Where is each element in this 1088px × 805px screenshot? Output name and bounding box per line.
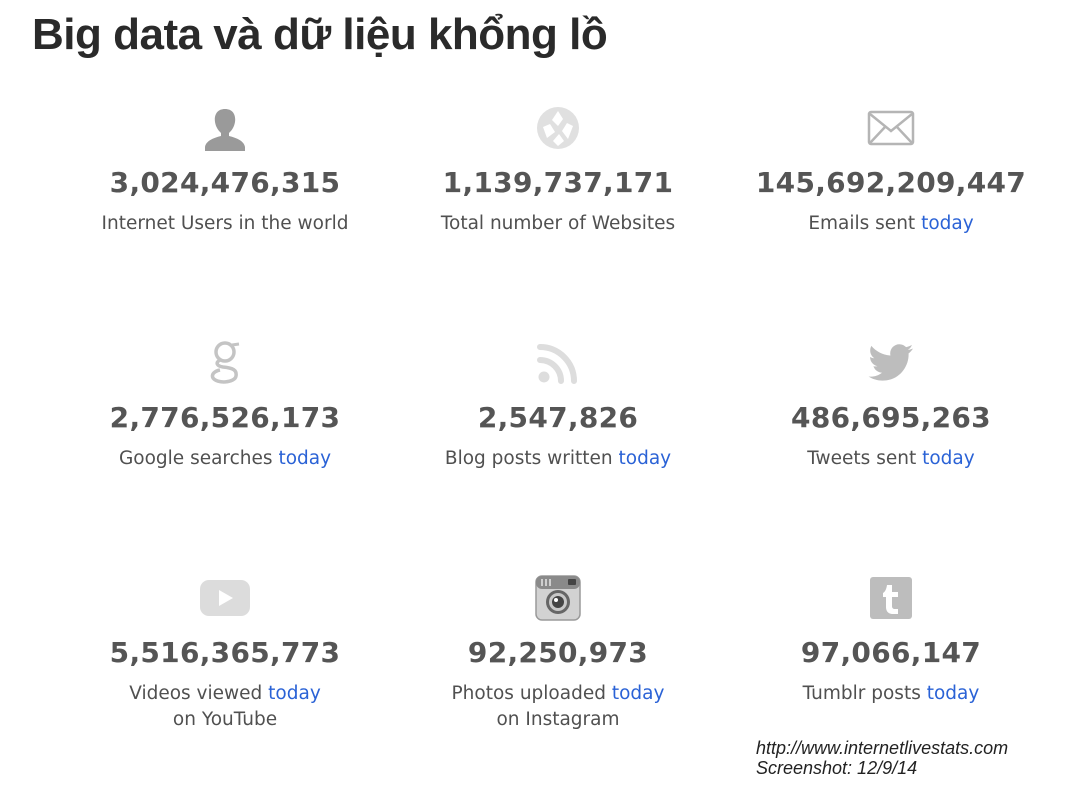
stat-label: Total number of Websites [393,211,723,237]
today-link[interactable]: today [926,683,980,704]
stat-internet-users: 3,024,476,315 Internet Users in the worl… [60,98,390,237]
user-icon [60,98,390,158]
stat-number: 1,139,737,171 [442,166,674,199]
stat-label-text: Blog posts written [444,448,619,469]
stat-label: Google searches today [60,446,390,472]
stat-label: Tumblr posts today [726,681,1056,707]
today-link[interactable]: today [618,448,672,469]
stat-label: Blog posts written today [393,446,723,472]
stat-emails: 145,692,209,447 Emails sent today [726,98,1056,237]
stat-number: 92,250,973 [467,636,649,669]
stat-label: Photos uploaded today on Instagram [393,681,723,733]
today-link[interactable]: today [921,213,974,234]
today-link[interactable]: today [278,448,332,469]
stat-number: 145,692,209,447 [755,166,1027,199]
stat-label: Emails sent today [726,211,1056,237]
stat-label-line2: on Instagram [496,709,620,730]
stat-label-text: Total number of Websites [440,213,676,234]
youtube-icon [60,568,390,628]
page-title: Big data và dữ liệu khổng lồ [32,10,608,59]
stat-number: 97,066,147 [800,636,982,669]
twitter-icon [726,333,1056,393]
stat-label: Tweets sent today [726,446,1056,472]
stat-websites: 1,139,737,171 Total number of Websites [393,98,723,237]
stat-instagram-photos: 92,250,973 Photos uploaded today on Inst… [393,568,723,733]
stat-number: 3,024,476,315 [109,166,341,199]
today-link[interactable]: today [268,683,321,704]
stat-tumblr-posts: 97,066,147 Tumblr posts today [726,568,1056,707]
stat-label-text: Videos viewed [129,683,269,704]
stat-label: Internet Users in the world [60,211,390,237]
stat-label-line2: on YouTube [172,709,278,730]
stat-number: 2,776,526,173 [109,401,341,434]
instagram-icon [393,568,723,628]
stat-label-text: Tweets sent [807,448,923,469]
today-link[interactable]: today [611,683,665,704]
today-link[interactable]: today [922,448,975,469]
stat-label-text: Tumblr posts [802,683,927,704]
stat-label-text: Google searches [118,448,279,469]
stat-label-text: Emails sent [808,213,922,234]
stat-blog-posts: 2,547,826 Blog posts written today [393,333,723,472]
stat-tweets: 486,695,263 Tweets sent today [726,333,1056,472]
screenshot-date: Screenshot: 12/9/14 [756,758,918,778]
stat-google-searches: 2,776,526,173 Google searches today [60,333,390,472]
stat-number: 486,695,263 [791,401,991,434]
tumblr-icon [726,568,1056,628]
stat-number: 2,547,826 [477,401,639,434]
globe-icon [393,98,723,158]
stat-youtube-videos: 5,516,365,773 Videos viewed today on You… [60,568,390,733]
stat-label: Videos viewed today on YouTube [60,681,390,733]
source-caption: http://www.internetlivestats.com Screens… [756,738,1008,778]
stat-label-text: Internet Users in the world [101,213,349,234]
envelope-icon [726,98,1056,158]
rss-icon [393,333,723,393]
stat-label-text: Photos uploaded [451,683,612,704]
google-icon [60,333,390,393]
stat-number: 5,516,365,773 [109,636,341,669]
source-url: http://www.internetlivestats.com [756,738,1009,758]
